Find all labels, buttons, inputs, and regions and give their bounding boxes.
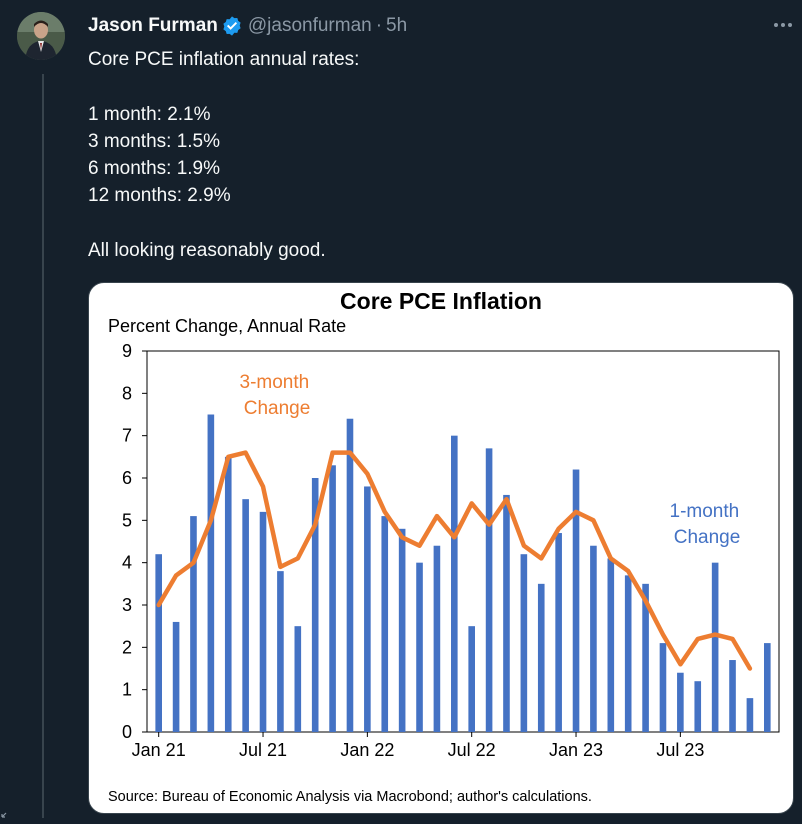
y-axis: 0 1 2 3 4 5 6 7 8 9 bbox=[122, 341, 147, 742]
x-tick-label: Jan 21 bbox=[132, 740, 186, 760]
bar-1-month bbox=[155, 554, 162, 732]
bar-1-month bbox=[711, 562, 719, 732]
thread-line bbox=[42, 74, 44, 818]
tweet-line: Core PCE inflation annual rates: bbox=[88, 49, 360, 70]
verified-icon bbox=[221, 15, 243, 37]
bar-1-month bbox=[416, 562, 423, 732]
bar-1-month bbox=[694, 681, 702, 732]
bar-1-month bbox=[190, 516, 197, 732]
bar-series bbox=[155, 414, 771, 732]
tweet-line bbox=[88, 73, 778, 100]
bar-1-month bbox=[764, 643, 771, 732]
bar-1-month bbox=[346, 418, 354, 732]
bar-1-month bbox=[729, 660, 736, 732]
chart-image[interactable]: Core PCE Inflation Percent Change, Annua… bbox=[88, 282, 794, 814]
x-tick-label: Jul 21 bbox=[239, 740, 287, 760]
bar-1-month bbox=[642, 583, 649, 732]
bar-1-month bbox=[451, 435, 458, 732]
bar-series-label-1-month: 1-month Change bbox=[670, 501, 745, 548]
tweet-text: Core PCE inflation annual rates: 1 month… bbox=[88, 46, 778, 264]
bar-1-month bbox=[277, 571, 284, 732]
tweet-line: 1 month: 2.1% bbox=[88, 103, 211, 125]
line-series-label-3-month: 3-month Change bbox=[240, 372, 315, 419]
x-tick-label: Jul 22 bbox=[448, 740, 496, 760]
bar-1-month bbox=[677, 672, 684, 732]
bar-1-month bbox=[520, 554, 528, 732]
bar-1-month bbox=[590, 545, 597, 732]
bar-1-month bbox=[381, 516, 389, 732]
tweet-line: 6 months: 1.9% bbox=[88, 158, 221, 180]
line-series-label-line: Change bbox=[244, 398, 311, 419]
bar-1-month bbox=[294, 626, 302, 732]
bar-1-month bbox=[607, 558, 615, 732]
avatar[interactable] bbox=[17, 12, 65, 60]
x-tick-label: Jan 23 bbox=[549, 740, 603, 760]
bar-1-month bbox=[207, 414, 215, 732]
bar-1-month bbox=[172, 621, 180, 732]
tweet-line: All looking reasonably good. bbox=[88, 240, 326, 262]
handle[interactable]: @jasonfurman bbox=[247, 15, 372, 36]
y-tick-label: 4 bbox=[122, 553, 132, 573]
y-tick-label: 1 bbox=[122, 680, 132, 700]
bar-1-month bbox=[572, 469, 580, 732]
bar-1-month bbox=[746, 698, 754, 732]
bar-1-month bbox=[224, 456, 232, 732]
bar-series-label-line: 1-month bbox=[670, 501, 740, 522]
y-tick-label: 8 bbox=[122, 383, 132, 403]
x-tick-label: Jan 22 bbox=[340, 740, 394, 760]
x-tick-label: Jul 23 bbox=[656, 740, 704, 760]
line-series-3-month bbox=[156, 450, 753, 671]
chart-source: Source: Bureau of Economic Analysis via … bbox=[108, 789, 592, 805]
avatar-image bbox=[17, 12, 65, 60]
more-icon[interactable] bbox=[770, 12, 796, 38]
separator-dot: · bbox=[375, 15, 383, 36]
display-name[interactable]: Jason Furman bbox=[88, 15, 218, 36]
bar-1-month bbox=[398, 528, 406, 732]
tweet-header: Jason Furman @jasonfurman · 5h bbox=[88, 14, 407, 38]
y-tick-label: 2 bbox=[122, 637, 132, 657]
bar-1-month bbox=[468, 626, 475, 732]
bar-1-month bbox=[364, 486, 371, 732]
bar-series-label-line: Change bbox=[674, 527, 741, 548]
chart: Core PCE Inflation Percent Change, Annua… bbox=[108, 288, 780, 805]
timestamp[interactable]: 5h bbox=[386, 15, 408, 36]
bar-1-month bbox=[311, 478, 319, 732]
bar-1-month bbox=[329, 465, 336, 732]
bar-1-month bbox=[503, 494, 510, 732]
x-axis: Jan 21 Jul 21 Jan 22 Jul 22 Jan 23 Jul 23 bbox=[132, 732, 704, 760]
tweet-line: 3 months: 1.5% bbox=[88, 130, 221, 152]
y-tick-label: 6 bbox=[122, 468, 132, 488]
bar-1-month bbox=[624, 575, 632, 732]
y-tick-label: 5 bbox=[122, 510, 132, 530]
bar-1-month bbox=[659, 643, 667, 732]
chart-title: Core PCE Inflation bbox=[340, 288, 542, 314]
bar-1-month bbox=[485, 448, 493, 732]
bar-1-month bbox=[259, 511, 267, 732]
bar-1-month bbox=[242, 499, 249, 732]
expand-icon[interactable] bbox=[0, 806, 14, 818]
tweet-line: 12 months: 2.9% bbox=[88, 185, 231, 207]
bar-1-month bbox=[555, 533, 562, 732]
line-series-label-line: 3-month bbox=[240, 372, 310, 393]
chart-subtitle: Percent Change, Annual Rate bbox=[108, 316, 346, 336]
plot-area bbox=[146, 350, 780, 733]
y-tick-label: 9 bbox=[122, 341, 132, 361]
tweet-line bbox=[88, 210, 778, 237]
bar-1-month bbox=[537, 583, 545, 732]
y-tick-label: 0 bbox=[122, 722, 132, 742]
y-tick-label: 7 bbox=[122, 426, 132, 446]
y-tick-label: 3 bbox=[122, 595, 132, 615]
bar-1-month bbox=[433, 545, 441, 732]
